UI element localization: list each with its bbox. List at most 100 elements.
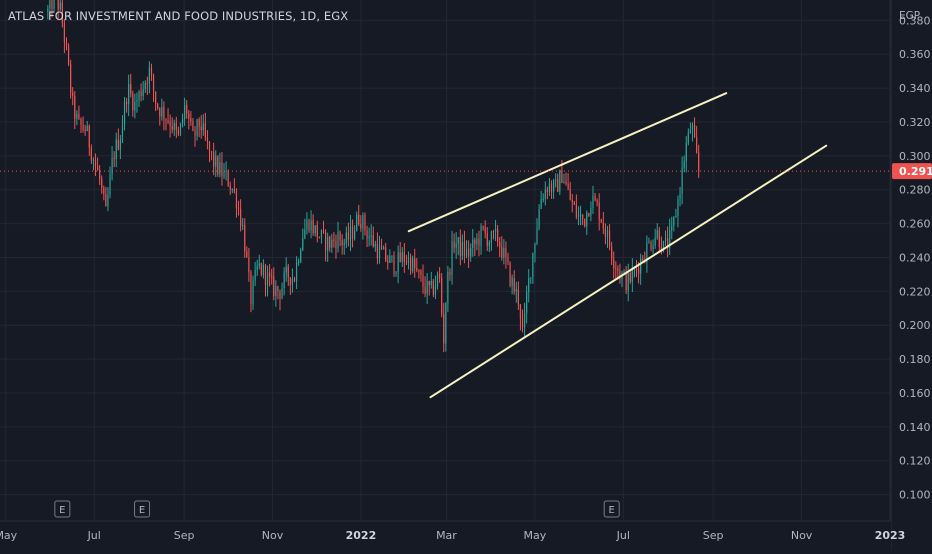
price-axis-bg [891, 0, 932, 550]
candle-body [542, 198, 544, 200]
candle-body [623, 271, 625, 274]
candle-body [63, 23, 66, 43]
candle-body [422, 275, 424, 287]
candle-body [277, 286, 279, 292]
candle-body [476, 238, 478, 245]
candle-body [480, 226, 482, 246]
candle-body [523, 312, 526, 328]
candle-body [146, 83, 148, 85]
candle-body [126, 101, 128, 105]
candle-body [351, 226, 354, 239]
candle-body [436, 274, 439, 287]
candle-body [420, 270, 422, 276]
candle-body [179, 123, 182, 135]
lower-trendline[interactable] [429, 144, 828, 399]
candle-body [461, 242, 463, 256]
candle-body [409, 257, 412, 272]
candle-body [354, 230, 356, 239]
candle-body [181, 119, 184, 124]
candle-body [453, 241, 455, 248]
candle-body [629, 273, 631, 283]
candle-body [113, 157, 115, 160]
candle-body [633, 268, 636, 270]
candle-body [604, 228, 607, 237]
candle-body [287, 266, 289, 278]
candle-body [391, 255, 393, 257]
candle-body [613, 259, 615, 269]
earnings-event-marker[interactable]: E [54, 500, 71, 518]
candle-body [119, 140, 121, 150]
price-tick-label: 0.260 [899, 218, 931, 231]
trendlines[interactable] [407, 92, 828, 399]
price-tick-label: 0.180 [899, 353, 931, 366]
candle-body [152, 75, 155, 92]
candle-body [235, 191, 238, 209]
candle-body [579, 214, 582, 216]
candle-body [117, 139, 119, 150]
candle-body [654, 237, 656, 246]
candle-body [285, 266, 287, 273]
price-tick-label: 0.240 [899, 251, 931, 264]
candle-body [349, 226, 352, 240]
earnings-event-marker[interactable]: E [603, 500, 620, 518]
candle-body [86, 126, 88, 131]
candle-body [424, 286, 426, 294]
candle-body [229, 185, 231, 190]
candle-body [397, 252, 399, 273]
candle-body [184, 105, 186, 120]
candle-body [451, 241, 453, 275]
candle-body [658, 230, 660, 247]
candle-body [445, 303, 447, 344]
price-tick-label: 0.340 [899, 82, 931, 95]
candle-body [465, 248, 468, 256]
candle-body [155, 91, 157, 104]
candle-body [492, 231, 495, 233]
candle-body [264, 265, 267, 285]
candle-body [646, 243, 648, 262]
candle-body [565, 181, 567, 184]
earnings-event-marker[interactable]: E [134, 500, 151, 518]
candle-body [637, 268, 640, 274]
candle-body [167, 119, 169, 122]
candle-body [72, 92, 74, 97]
candle-body [194, 130, 196, 136]
candle-body [322, 230, 325, 232]
candle-body [80, 118, 82, 125]
candle-body [399, 252, 401, 262]
upper-trendline[interactable] [407, 92, 728, 233]
candle-body [188, 113, 190, 119]
candle-body [662, 240, 665, 252]
time-axis[interactable]: May Jul Sep Nov 2022 Mar May Jul Sep Nov 2023 [0, 520, 905, 550]
candle-body [358, 214, 360, 225]
candle-body [567, 183, 569, 189]
candle-body [103, 187, 105, 195]
price-tick-label: 0.120 [899, 455, 931, 468]
month-tick-label: Sep [174, 529, 195, 542]
candle-body [327, 236, 329, 251]
candle-body [503, 247, 505, 258]
candle-body [223, 171, 225, 177]
candle-body [51, 0, 53, 9]
candle-body [67, 45, 70, 65]
candle-body [78, 113, 80, 119]
candle-body [405, 262, 408, 264]
price-tick-label: 0.140 [899, 421, 931, 434]
candle-body [671, 225, 673, 230]
candle-body [202, 123, 204, 131]
candle-body [648, 242, 650, 244]
chart-title: ATLAS FOR INVESTMENT AND FOOD INDUSTRIES… [8, 9, 349, 23]
candle-body [494, 229, 497, 232]
currency-label: EGP [899, 10, 920, 22]
candle-body [260, 263, 262, 275]
candle-body [269, 272, 271, 277]
candle-body [414, 258, 416, 268]
price-tick-label: 0.100 [899, 489, 931, 502]
candle-body [484, 227, 486, 234]
candle-body [246, 251, 248, 258]
candle-body [457, 237, 459, 244]
candle-body [555, 179, 557, 181]
